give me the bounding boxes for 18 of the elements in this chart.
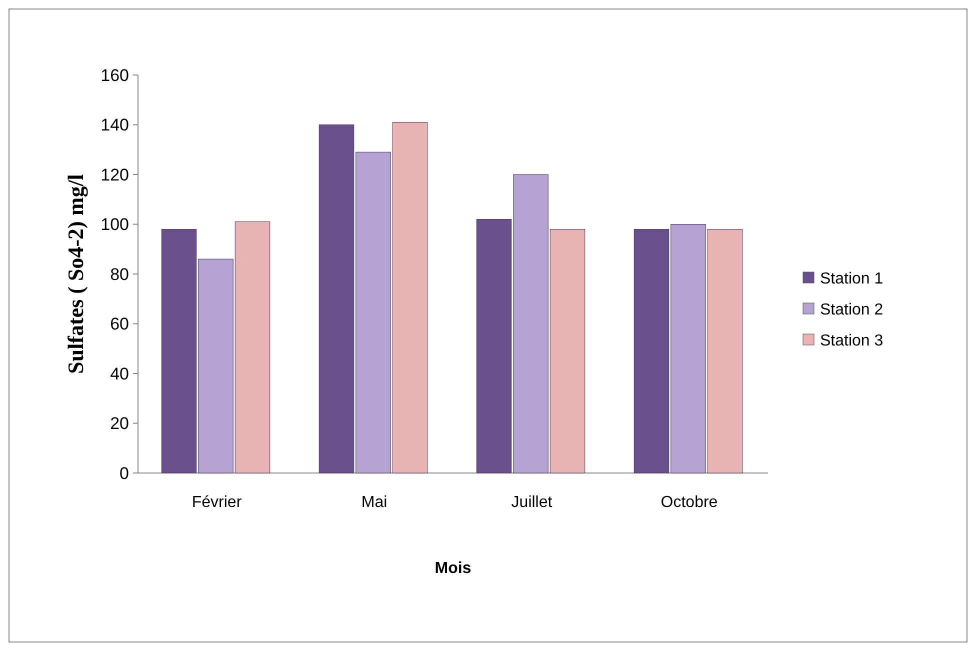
y-tick-label: 80 bbox=[110, 264, 129, 284]
x-tick-label: Juillet bbox=[511, 494, 553, 511]
y-axis-title: Sulfates ( So4-2) mg/l bbox=[63, 174, 88, 374]
y-tick-label: 40 bbox=[110, 364, 129, 384]
x-tick-label: Mai bbox=[361, 494, 388, 511]
y-tick-label: 20 bbox=[110, 414, 129, 434]
legend-label: Station 3 bbox=[820, 332, 884, 350]
x-tick-label: Octobre bbox=[660, 494, 718, 511]
y-tick-label: 0 bbox=[120, 464, 129, 483]
y-tick-label: 100 bbox=[100, 215, 129, 234]
y-tick-label: 160 bbox=[100, 66, 129, 85]
legend-label: Station 2 bbox=[820, 302, 884, 319]
y-tick-label: 60 bbox=[110, 314, 129, 334]
x-axis-title: Mois bbox=[434, 560, 472, 577]
y-tick-label: 140 bbox=[100, 116, 129, 135]
y-tick-label: 120 bbox=[100, 165, 129, 184]
legend-label: Station 1 bbox=[820, 270, 884, 288]
x-tick-label: Février bbox=[192, 494, 242, 511]
